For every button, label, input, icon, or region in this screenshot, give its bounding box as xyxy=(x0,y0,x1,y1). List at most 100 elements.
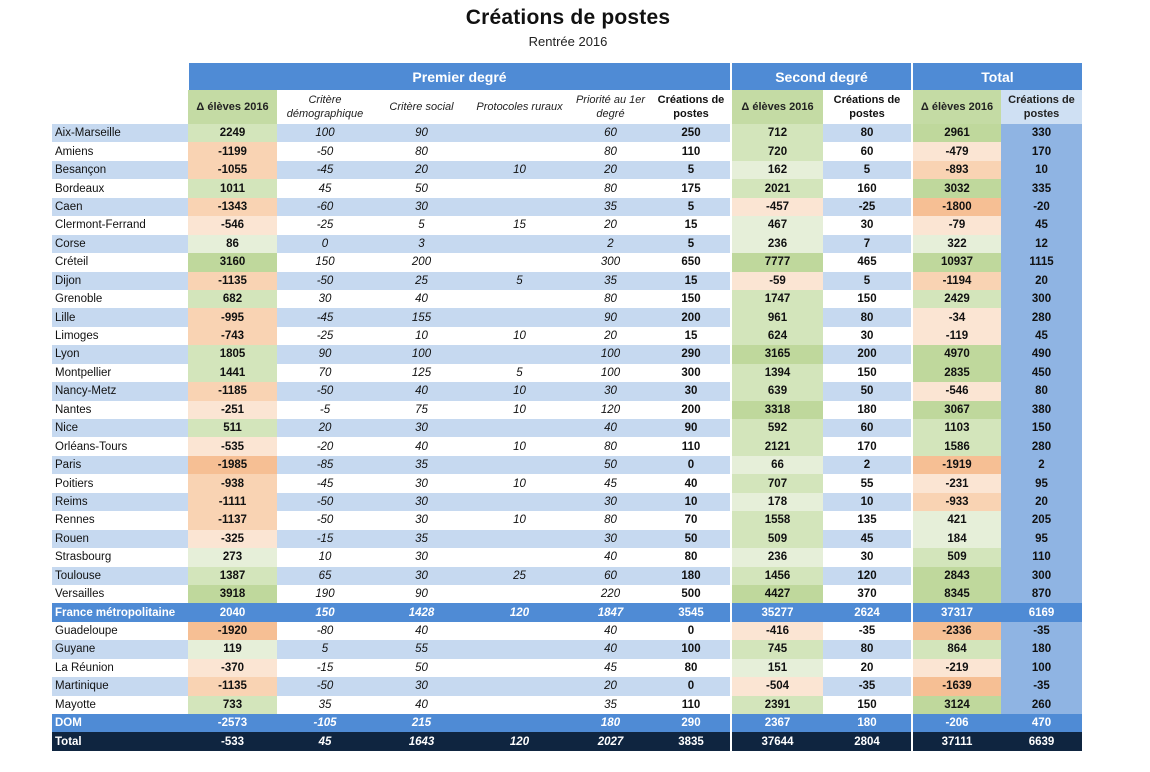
cell-p2: 10 xyxy=(277,548,373,567)
cell-t2: 20 xyxy=(1001,492,1082,512)
table-row: Nice 511 20 30 40 90 592 60 1103 150 xyxy=(52,419,1082,438)
row-label: Poitiers xyxy=(52,474,188,493)
cell-s2: 5 xyxy=(823,271,913,290)
cell-p6: 300 xyxy=(652,363,732,383)
cell-t2: 870 xyxy=(1001,584,1082,604)
table-row: Grenoble 682 30 40 80 150 1747 150 2429 300 xyxy=(52,289,1082,309)
cell-p1: -1343 xyxy=(188,197,277,217)
cell-t2: 6169 xyxy=(1001,603,1082,622)
cell-p4 xyxy=(470,308,569,327)
cell-p3: 30 xyxy=(373,474,470,493)
cell-s2: 30 xyxy=(823,326,913,346)
cell-p3: 30 xyxy=(373,197,470,217)
cell-s2: -35 xyxy=(823,621,913,641)
header-t2: Créations de postes xyxy=(1001,90,1082,124)
cell-p3: 50 xyxy=(373,179,470,198)
cell-p6: 5 xyxy=(652,160,732,180)
cell-p5: 80 xyxy=(569,511,652,530)
cell-p6: 175 xyxy=(652,179,732,198)
cell-s1: 720 xyxy=(731,142,823,161)
cell-t1: 509 xyxy=(912,548,1001,567)
cell-p5: 40 xyxy=(569,548,652,567)
cell-t2: 170 xyxy=(1001,142,1082,161)
cell-t1: 1586 xyxy=(912,437,1001,456)
cell-t2: 380 xyxy=(1001,400,1082,419)
cell-p2: 90 xyxy=(277,345,373,364)
cell-p4 xyxy=(470,695,569,714)
cell-p6: 3545 xyxy=(652,603,732,622)
cell-p6: 200 xyxy=(652,308,732,327)
cell-p5: 120 xyxy=(569,400,652,419)
cell-t2: 180 xyxy=(1001,640,1082,659)
cell-p4: 10 xyxy=(470,382,569,401)
cell-p4: 10 xyxy=(470,160,569,180)
corner-cell-2 xyxy=(52,90,188,124)
header-p5: Priorité au 1er degré xyxy=(569,90,652,124)
cell-p6: 0 xyxy=(652,677,732,696)
cell-p6: 650 xyxy=(652,253,732,272)
cell-p4: 25 xyxy=(470,566,569,585)
cell-t2: 300 xyxy=(1001,566,1082,585)
cell-p5: 35 xyxy=(569,695,652,714)
cell-s2: 5 xyxy=(823,160,913,180)
table-row: Martinique -1135 -50 30 20 0 -504 -35 -1639 -35 xyxy=(52,677,1082,696)
cell-p6: 10 xyxy=(652,492,732,512)
table-body: Aix-Marseille 2249 100 90 60 250 712 80 2961 330 A… xyxy=(52,124,1082,751)
cell-p2: 150 xyxy=(277,603,373,622)
cell-p3: 10 xyxy=(373,326,470,346)
cell-p2: 0 xyxy=(277,234,373,254)
cell-t1: 421 xyxy=(912,511,1001,530)
cell-p1: -546 xyxy=(188,216,277,235)
cell-p4: 5 xyxy=(470,363,569,383)
cell-s2: 10 xyxy=(823,492,913,512)
cell-p1: -1985 xyxy=(188,455,277,475)
cell-s1: 961 xyxy=(731,308,823,327)
row-label: Nancy-Metz xyxy=(52,382,188,401)
cell-p1: -1135 xyxy=(188,271,277,290)
cell-t1: 3067 xyxy=(912,400,1001,419)
cell-t2: -35 xyxy=(1001,677,1082,696)
cell-p3: 50 xyxy=(373,658,470,678)
cell-p2: -5 xyxy=(277,400,373,419)
cell-p4: 10 xyxy=(470,511,569,530)
cell-p1: 1011 xyxy=(188,179,277,198)
cell-p3: 30 xyxy=(373,677,470,696)
header-s1: Δ élèves 2016 xyxy=(731,90,823,124)
cell-s2: 150 xyxy=(823,289,913,309)
cell-s1: 236 xyxy=(731,234,823,254)
cell-p5: 90 xyxy=(569,308,652,327)
cell-p1: 3160 xyxy=(188,253,277,272)
cell-t2: 300 xyxy=(1001,289,1082,309)
cell-p2: -25 xyxy=(277,216,373,235)
cell-s2: 30 xyxy=(823,548,913,567)
header-p6: Créations de postes xyxy=(652,90,732,124)
table-row: Amiens -1199 -50 80 80 110 720 60 -479 170 xyxy=(52,142,1082,161)
row-label: Montpellier xyxy=(52,363,188,383)
cell-p5: 100 xyxy=(569,363,652,383)
subtotal-row: France métropolitaine 2040 150 1428 120 1847 3… xyxy=(52,603,1082,622)
cell-p5: 20 xyxy=(569,677,652,696)
cell-p3: 35 xyxy=(373,455,470,475)
cell-p6: 250 xyxy=(652,124,732,143)
table-row: Caen -1343 -60 30 35 5 -457 -25 -1800 -20 xyxy=(52,197,1082,217)
cell-t2: 335 xyxy=(1001,179,1082,198)
header-s2: Créations de postes xyxy=(823,90,913,124)
cell-p2: 150 xyxy=(277,253,373,272)
cell-p6: 30 xyxy=(652,382,732,401)
cell-p6: 110 xyxy=(652,142,732,161)
cell-p4 xyxy=(470,640,569,659)
cell-p2: -50 xyxy=(277,142,373,161)
cell-p5: 35 xyxy=(569,271,652,290)
cell-p4 xyxy=(470,455,569,475)
header-p1: Δ élèves 2016 xyxy=(188,90,277,124)
cell-t1: 4970 xyxy=(912,345,1001,364)
cell-p3: 1643 xyxy=(373,732,470,751)
cell-p6: 500 xyxy=(652,584,732,604)
cell-s2: 80 xyxy=(823,308,913,327)
cell-t1: 322 xyxy=(912,234,1001,254)
cell-p2: 45 xyxy=(277,732,373,751)
cell-s1: 66 xyxy=(731,455,823,475)
cell-s2: 160 xyxy=(823,179,913,198)
cell-p3: 5 xyxy=(373,216,470,235)
cell-p4 xyxy=(470,621,569,641)
